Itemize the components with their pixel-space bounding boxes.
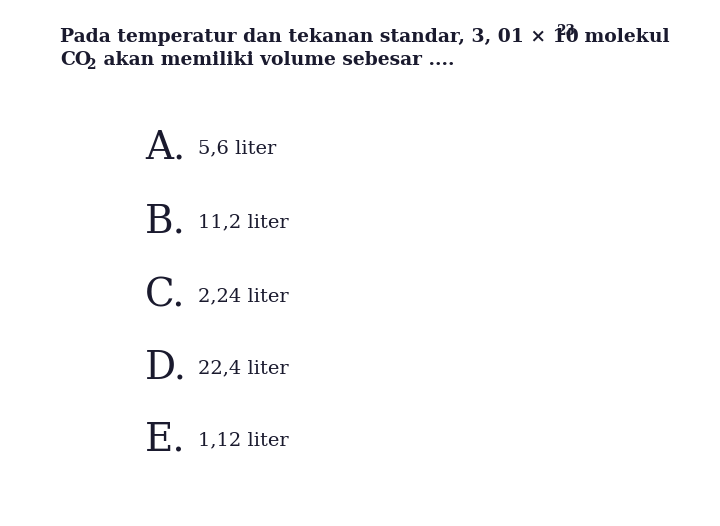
Text: 2,24 liter: 2,24 liter — [198, 287, 289, 305]
Text: B.: B. — [145, 204, 186, 240]
Text: akan memiliki volume sebesar ....: akan memiliki volume sebesar .... — [97, 51, 454, 69]
Text: 22,4 liter: 22,4 liter — [198, 359, 289, 377]
Text: 1,12 liter: 1,12 liter — [198, 431, 289, 449]
Text: Pada temperatur dan tekanan standar, 3, 01 × 10: Pada temperatur dan tekanan standar, 3, … — [60, 28, 579, 46]
Text: D.: D. — [145, 349, 187, 387]
Text: CO: CO — [60, 51, 91, 69]
Text: 23: 23 — [556, 24, 575, 38]
Text: C.: C. — [145, 278, 186, 315]
Text: molekul: molekul — [578, 28, 670, 46]
Text: A.: A. — [145, 129, 185, 167]
Text: E.: E. — [145, 421, 186, 459]
Text: 11,2 liter: 11,2 liter — [198, 213, 289, 231]
Text: 5,6 liter: 5,6 liter — [198, 139, 276, 157]
Text: 2: 2 — [86, 58, 96, 72]
